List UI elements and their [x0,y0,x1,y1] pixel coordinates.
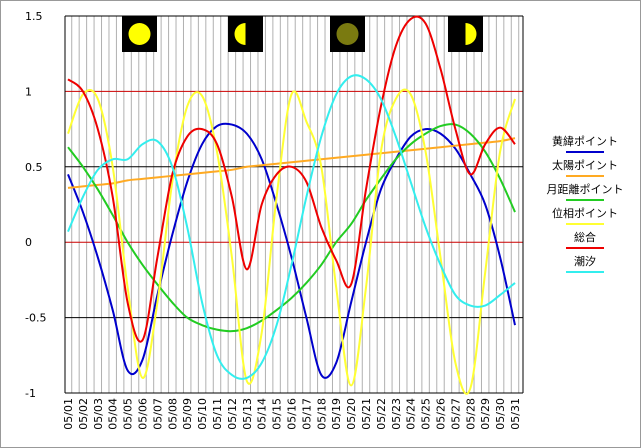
y-tick-label: 1.5 [25,10,43,23]
series-line [67,74,516,380]
x-tick-label: 05/14 [256,398,269,430]
y-tick-label: -1 [25,387,36,400]
x-tick-label: 05/07 [151,398,164,430]
moon-icons [122,16,483,52]
x-tick-label: 05/28 [464,398,477,430]
x-tick-label: 05/21 [360,398,373,430]
plot-area [65,16,523,393]
x-tick-label: 05/10 [196,398,209,430]
legend-label: 月距離ポイント [547,182,624,196]
x-tick-label: 05/08 [166,398,179,430]
x-tick-label: 05/20 [345,398,358,430]
series-line [67,15,516,343]
x-tick-label: 05/06 [137,398,150,430]
y-tick-label: 1 [25,85,32,98]
x-tick-label: 05/02 [77,398,90,430]
series-line [67,137,516,189]
x-tick-label: 05/15 [271,398,284,430]
legend-label: 太陽ポイント [552,159,618,172]
legend-label: 位相ポイント [552,206,618,220]
x-tick-label: 05/01 [62,398,75,430]
y-tick-label: 0.5 [25,161,43,174]
moon-new [336,23,359,45]
x-tick-label: 05/11 [211,398,224,430]
plot-background [65,16,523,393]
series-line [67,88,516,395]
legend-label: 総合 [574,230,596,244]
x-tick-label: 05/22 [375,398,388,430]
moon-full [128,23,151,45]
series-line [67,122,516,379]
moon-half [234,23,246,45]
x-tick-label: 05/13 [241,398,254,430]
x-tick-label: 05/16 [286,398,299,430]
x-tick-label: 05/24 [405,398,418,430]
series-line [67,123,516,333]
y-tick-label: 0 [25,236,32,249]
x-tick-label: 05/23 [390,398,403,430]
x-tick-label: 05/19 [330,398,343,430]
y-tick-label: -0.5 [25,312,46,325]
x-tick-label: 05/17 [300,398,313,430]
x-tick-label: 05/04 [107,398,120,430]
x-tick-label: 05/27 [449,398,462,430]
x-tick-label: 05/05 [122,398,135,430]
x-tick-label: 05/30 [494,398,507,430]
x-tick-label: 05/03 [92,398,105,430]
x-tick-label: 05/09 [181,398,194,430]
x-tick-label: 05/18 [315,398,328,430]
legend-label: 黄緯ポイント [552,134,618,148]
x-tick-label: 05/29 [479,398,492,430]
x-tick-label: 05/25 [420,398,433,430]
legend-label: 潮汐 [574,254,596,268]
x-tick-label: 05/12 [226,398,239,430]
moon-half [465,23,477,45]
x-tick-label: 05/31 [509,398,522,430]
x-tick-label: 05/26 [435,398,448,430]
